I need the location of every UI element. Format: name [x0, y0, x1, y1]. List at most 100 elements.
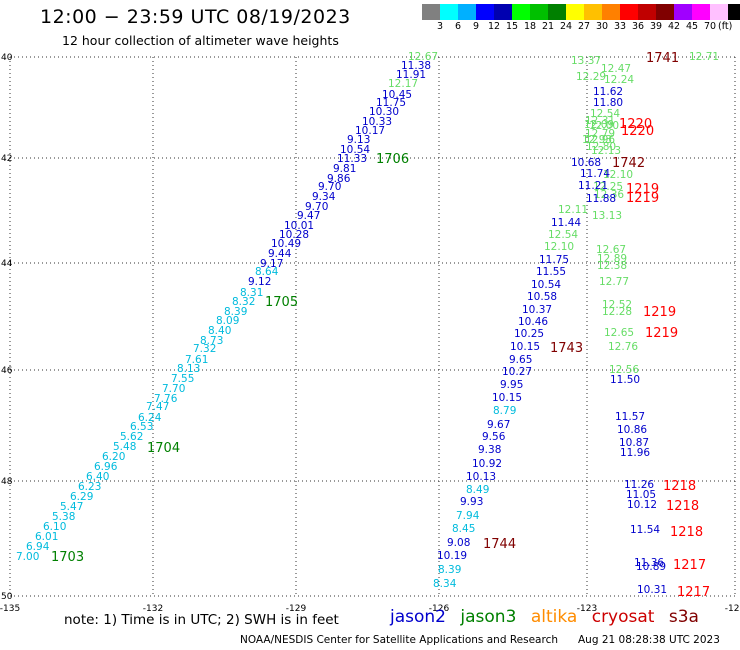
- scale-swatch: [638, 4, 656, 20]
- latitude-label: 48: [1, 477, 13, 487]
- wave-height-value: 11.62: [593, 86, 623, 98]
- time-tag: 1743: [550, 341, 583, 356]
- time-tag: 1219: [626, 191, 659, 206]
- time-tag: 1217: [677, 585, 710, 600]
- scale-swatch: [422, 4, 440, 20]
- wave-height-value: 8.40: [208, 325, 231, 337]
- wave-height-value: 5.48: [113, 441, 136, 453]
- wave-height-value: 6.23: [78, 481, 101, 493]
- wave-height-value: 6.96: [94, 461, 118, 473]
- time-tag: 1218: [670, 525, 703, 540]
- time-tag: 1704: [147, 441, 180, 456]
- wave-height-value: 12.93: [582, 134, 612, 146]
- wave-height-value: 8.34: [433, 578, 457, 590]
- wave-height-value: 12.29: [576, 71, 606, 83]
- wave-height-value: 10.13: [466, 471, 496, 483]
- latitude-label: 44: [1, 259, 13, 269]
- satellite-legend: jason2 jason3 altika cryosat s3a: [390, 607, 708, 627]
- time-tag: 1220: [619, 117, 652, 132]
- wave-height-value: 6.01: [35, 531, 58, 543]
- wave-height-value: 9.47: [297, 210, 320, 222]
- wave-height-value: 9.70: [305, 201, 328, 213]
- wave-height-value: 8.32: [232, 296, 255, 308]
- wave-height-value: 10.92: [472, 458, 502, 470]
- longitude-label: -123: [577, 604, 597, 614]
- longitude-label: -126: [429, 604, 450, 614]
- wave-height-value: 12.31: [585, 115, 615, 127]
- scale-label: 3: [436, 21, 444, 32]
- wave-height-value: 6.53: [130, 421, 153, 433]
- page-title: 12:00 − 23:59 UTC 08/19/2023: [40, 6, 351, 28]
- wave-height-value: 8.39: [438, 564, 461, 576]
- wave-height-value: 9.86: [327, 173, 351, 185]
- wave-height-value: 11.96: [620, 447, 650, 459]
- legend-s3a: s3a: [668, 607, 699, 627]
- wave-height-value: 12.54: [548, 229, 578, 241]
- scale-swatch: [548, 4, 566, 20]
- units-note: note: 1) Time is in UTC; 2) SWH is in fe…: [64, 612, 339, 628]
- wave-height-value: 7.55: [171, 373, 194, 385]
- scale-swatch: [692, 4, 710, 20]
- wave-height-value: 12.09: [584, 119, 614, 131]
- wave-height-value: 10.30: [369, 106, 399, 118]
- wave-height-value: 8.64: [255, 266, 279, 278]
- wave-height-value: 12.11: [558, 204, 588, 216]
- wave-height-value: 10.86: [617, 424, 647, 436]
- wave-height-value: 10.15: [510, 341, 540, 353]
- time-tag: 1705: [265, 295, 298, 310]
- legend-cryosat: cryosat: [591, 607, 655, 627]
- wave-height-value: 10.89: [636, 561, 666, 573]
- wave-height-value: 9.56: [482, 431, 506, 443]
- wave-height-value: 11.55: [536, 266, 566, 278]
- wave-height-value: 7.00: [16, 551, 39, 563]
- time-tag: 1742: [612, 156, 645, 171]
- wave-height-value: 8.45: [452, 523, 475, 535]
- legend-jason3: jason3: [460, 607, 517, 627]
- wave-height-value: 12.76: [608, 341, 638, 353]
- wave-height-value: 11.88: [586, 193, 616, 205]
- wave-height-value: 8.09: [216, 315, 239, 327]
- wave-height-value: 9.12: [248, 276, 271, 288]
- longitude-label: -120: [725, 604, 740, 614]
- time-tag: 1219: [643, 305, 676, 320]
- scale-swatch: [440, 4, 458, 20]
- scale-label: 6: [454, 21, 462, 32]
- wave-height-value: 11.33: [337, 153, 367, 165]
- wave-height-value: 9.38: [478, 444, 501, 456]
- wave-height-value: 11.38: [401, 60, 431, 72]
- wave-height-value: 9.13: [347, 134, 370, 146]
- axis-labels: -135 -132 -129 -126 -123 -120 40 42 44 46 48 50: [0, 53, 740, 614]
- scale-label: 45: [685, 21, 699, 32]
- wave-height-value: 9.93: [460, 496, 483, 508]
- scale-swatch: [620, 4, 638, 20]
- wave-height-value: 10.31: [637, 584, 667, 596]
- scale-label: 27: [577, 21, 591, 32]
- wave-height-value: 11.74: [580, 168, 610, 180]
- wave-height-value: 10.87: [619, 437, 649, 449]
- scale-label: 42: [667, 21, 681, 32]
- time-tag: 1218: [666, 499, 699, 514]
- wave-height-value: 12.96: [585, 134, 615, 146]
- scale-swatch: [458, 4, 476, 20]
- wave-height-value: 12.10: [603, 169, 633, 181]
- scale-label: 12: [487, 21, 501, 32]
- wave-height-value: 8.79: [493, 405, 516, 417]
- scale-label: 18: [523, 21, 537, 32]
- wave-height-value: 10.54: [340, 144, 370, 156]
- wave-height-value: 12.67: [596, 244, 626, 256]
- longitude-label: -132: [143, 604, 163, 614]
- wave-height-value: 13.37: [571, 55, 601, 67]
- wave-height-value: 8.73: [200, 335, 223, 347]
- wave-height-value: 10.49: [271, 238, 301, 250]
- wave-height-value: 12.77: [599, 276, 629, 288]
- latitude-label: 46: [1, 366, 13, 376]
- wave-height-value: 10.46: [518, 316, 548, 328]
- wave-height-value: 6.24: [138, 412, 162, 424]
- wave-height-value: 11.36: [634, 557, 664, 569]
- time-tag: 1219: [626, 182, 659, 197]
- wave-height-value: 10.58: [527, 291, 557, 303]
- wave-height-value: 8.13: [177, 363, 200, 375]
- wave-height-value: 10.54: [531, 279, 561, 291]
- wave-height-value: 9.95: [500, 379, 523, 391]
